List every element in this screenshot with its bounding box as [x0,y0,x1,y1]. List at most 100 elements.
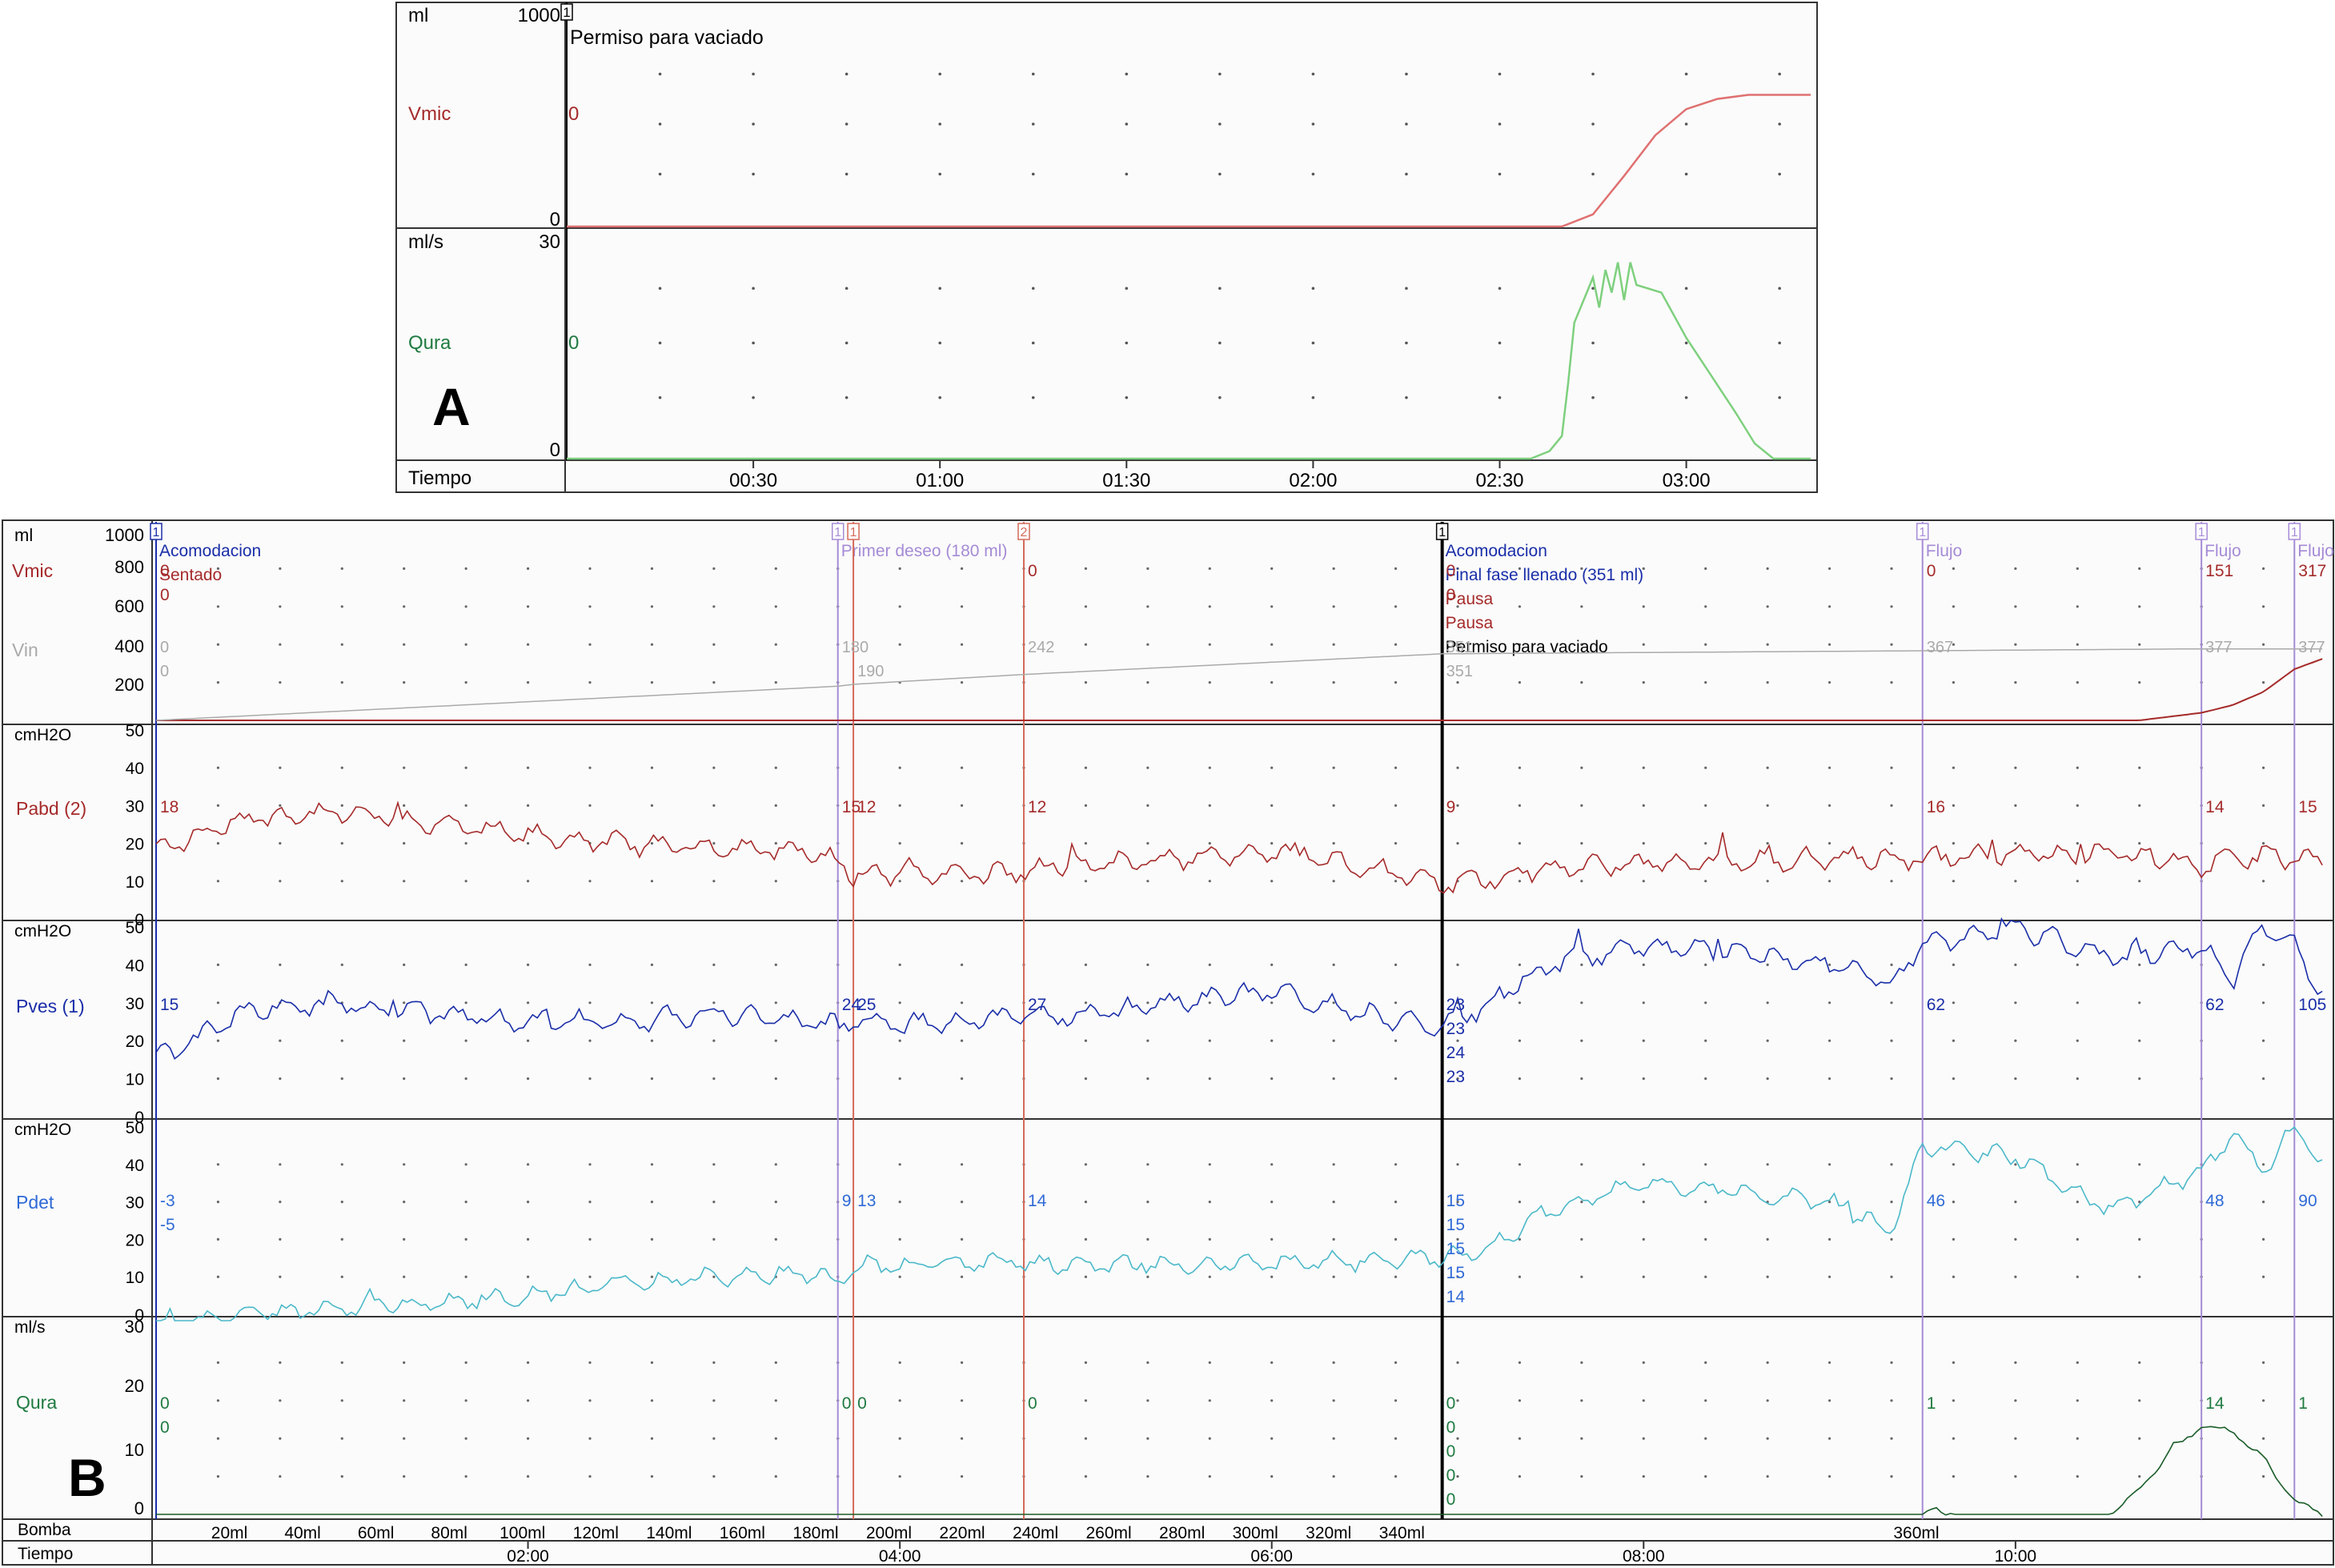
grid-dot [216,880,220,883]
grid-dot [1208,963,1211,966]
grid-dot [774,880,777,883]
grid-dot [1766,1399,1769,1402]
grid-dot [898,1201,901,1204]
grid-dot [1125,287,1129,291]
b-event-label: Primer deseo (180 ml) [841,542,1008,560]
grid-dot [712,681,716,684]
grid-dot [1827,605,1831,608]
grid-dot [1456,1039,1459,1042]
panel-a: ml 1000 Vmic 0 0 ml/s 30 Qura 0 0 1 Perm… [395,2,1818,493]
grid-dot [1518,1237,1522,1241]
grid-dot [2076,1361,2079,1364]
grid-dot [279,1361,282,1364]
grid-dot [1580,605,1583,608]
grid-dot [464,1361,467,1364]
grid-dot [340,1077,343,1081]
grid-dot [1642,1275,1645,1278]
grid-dot [2076,804,2079,808]
grid-dot [1827,1077,1831,1081]
grid-dot [898,1237,901,1241]
grid-dot [1208,1201,1211,1204]
b-pump-tick-label: 200ml [866,1524,912,1542]
grid-dot [216,1077,220,1081]
grid-dot [712,1475,716,1478]
grid-dot [1394,643,1398,646]
b-channel-value: 90 [2298,1192,2317,1210]
grid-dot [1580,1077,1583,1081]
b-event-marker-box [847,523,860,540]
grid-dot [464,1437,467,1440]
grid-dot [845,172,849,176]
b-event-marker-box [1435,523,1449,540]
grid-dot [2261,1163,2265,1166]
grid-dot [1827,766,1831,769]
b-channel-value: -3 [160,1192,175,1210]
b-vin-name: Vin [12,640,38,660]
b-pves-unit: cmH2O [14,922,71,940]
b-channel-value: 0 [1446,1394,1456,1413]
grid-dot [1580,1361,1583,1364]
grid-dot [340,766,343,769]
grid-dot [1642,1237,1645,1241]
grid-dot [1642,1361,1645,1364]
grid-dot [2076,842,2079,845]
grid-dot [1270,804,1274,808]
grid-dot [279,1475,282,1478]
b-channel-value: 0 [1446,1490,1456,1509]
grid-dot [216,643,220,646]
grid-dot [279,1237,282,1241]
a-vmic-value: 0 [568,103,579,125]
grid-dot [1146,1361,1149,1364]
grid-dot [1394,1201,1398,1204]
grid-dot [712,1077,716,1081]
a-qura-scale-top: 30 [539,231,560,253]
grid-dot [1146,880,1149,883]
b-pump-tick-label: 340ml [1379,1524,1425,1542]
grid-dot [1704,1361,1707,1364]
b-event-label: Acomodacion [1446,542,1547,560]
grid-dot [279,1275,282,1278]
b-channel-value: 23 [1446,1068,1465,1086]
grid-dot [2014,1361,2017,1364]
grid-dot [1270,842,1274,845]
grid-dot [526,1437,530,1440]
b-channel-value: 0 [1446,586,1456,604]
grid-dot [1952,1275,1956,1278]
b-qura-tick: 20 [125,1376,144,1396]
grid-dot [938,287,941,291]
grid-dot [1704,643,1707,646]
grid-dot [1270,1039,1274,1042]
grid-dot [340,1399,343,1402]
grid-dot [1642,842,1645,845]
grid-dot [1146,1399,1149,1402]
grid-dot [1456,1163,1459,1166]
b-channel-value: 62 [1927,996,1945,1014]
grid-dot [774,1399,777,1402]
a-vmic-curve [567,94,1811,228]
grid-dot [650,842,654,845]
grid-dot [658,72,662,76]
grid-dot [1394,605,1398,608]
grid-dot [712,1437,716,1440]
grid-dot [1642,681,1645,684]
grid-dot [588,1475,592,1478]
grid-dot [712,842,716,845]
grid-dot [464,1001,467,1005]
grid-dot [1890,1163,1893,1166]
grid-dot [1518,1475,1522,1478]
grid-dot [464,1201,467,1204]
grid-dot [960,1039,964,1042]
grid-dot [774,567,777,571]
grid-dot [588,1361,592,1364]
grid-dot [526,1201,530,1204]
grid-dot [1642,1001,1645,1005]
grid-dot [2138,1001,2141,1005]
grid-dot [1270,1163,1274,1166]
b-channel-value: 0 [842,1394,852,1413]
grid-dot [1890,1399,1893,1402]
b-tick-label: 40 [126,956,144,975]
b-event-label: Flujo [2205,542,2241,560]
grid-dot [1125,122,1129,126]
b-channel-value: 0 [1927,562,1936,580]
b-pump-row-label: Bomba [18,1521,71,1539]
